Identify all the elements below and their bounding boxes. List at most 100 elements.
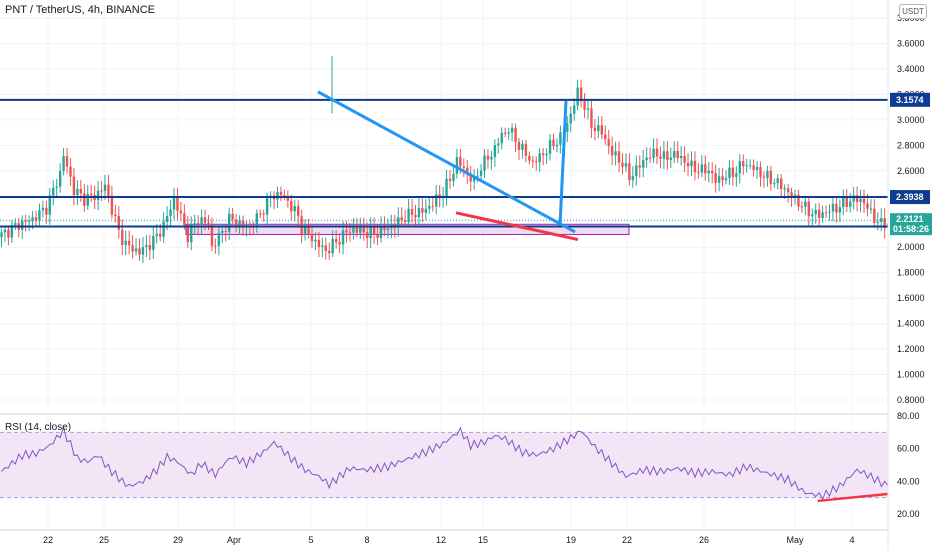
candle-body [638, 165, 641, 168]
candle-body [828, 211, 831, 213]
candle-body [221, 230, 224, 233]
candle-body [838, 207, 842, 213]
candle-body [859, 198, 862, 202]
price-tick-label: 1.4000 [897, 319, 925, 329]
candle-body [131, 245, 134, 252]
price-level-badge-label: 2.3938 [896, 192, 924, 202]
candle-body [541, 153, 545, 156]
candle-body [759, 166, 762, 177]
rsi-tick-label: 80.00 [897, 411, 920, 421]
price-level-badge [890, 92, 930, 107]
candle-body [421, 208, 424, 213]
candle-body [314, 239, 317, 242]
time-axis[interactable]: 22 25 29 Apr 5 8 12 15 19 22 26 May 4 [43, 535, 855, 545]
price-tick-label: 1.6000 [897, 293, 925, 303]
candle-body [34, 217, 38, 221]
candle-body [110, 195, 114, 215]
candle-body [817, 209, 821, 219]
candle-body [469, 173, 472, 182]
candle-body [604, 134, 607, 140]
candle-body [845, 197, 848, 207]
candle-body [524, 143, 528, 156]
candle-body [0, 232, 3, 238]
candle-body [428, 206, 431, 209]
candle-body [297, 206, 300, 217]
candle-body [510, 127, 514, 133]
price-tick-label: 1.0000 [897, 370, 925, 380]
candle-body [186, 224, 189, 243]
candle-body [69, 166, 72, 177]
candle-body [21, 220, 24, 230]
candle-body [172, 197, 176, 210]
candle-body [493, 145, 497, 158]
candle-body [279, 191, 283, 196]
candle-body [704, 164, 707, 174]
candle-body [748, 165, 752, 167]
candle-body [804, 201, 807, 207]
candle-body [359, 227, 362, 233]
candle-body [265, 196, 269, 215]
candle-body [86, 194, 89, 206]
candle-body [283, 195, 286, 197]
candle-body [697, 172, 700, 174]
candle-body [711, 170, 714, 174]
candle-body [607, 139, 610, 147]
candle-body [538, 153, 541, 163]
candle-body [397, 217, 400, 228]
candle-body [231, 213, 234, 220]
candle-body [169, 209, 172, 217]
candle-body [621, 162, 624, 167]
candle-body [752, 165, 755, 170]
descending-trendline [317, 90, 576, 234]
drawings [0, 90, 888, 242]
candle-body [773, 183, 776, 185]
price-tick-label: 1.2000 [897, 344, 925, 354]
time-tick-label: 8 [364, 535, 369, 545]
candle-body [162, 221, 165, 237]
candle-body [362, 227, 365, 233]
rsi-label: RSI (14, close) [5, 422, 72, 433]
candle-body [514, 127, 517, 142]
candle-body [200, 217, 203, 225]
candle-body [155, 233, 158, 236]
candle-body [624, 163, 628, 167]
candle-body [731, 167, 735, 177]
candle-body [573, 105, 576, 114]
candle-body [566, 123, 569, 132]
price-tick-label: 0.8000 [897, 395, 925, 405]
time-tick-label: 12 [436, 535, 446, 545]
candle-body [241, 220, 245, 227]
time-tick-label: 26 [699, 535, 709, 545]
price-level-badge-label: 3.1574 [896, 95, 924, 105]
candle-body [786, 188, 790, 193]
candle-body [555, 144, 559, 147]
candle-body [400, 217, 403, 221]
time-tick-label: 4 [849, 535, 854, 545]
candle-body [814, 209, 817, 215]
candle-body [455, 157, 459, 174]
price-axis[interactable]: 3.80003.60003.40003.20003.00002.80002.60… [887, 0, 932, 550]
candle-body [583, 101, 586, 110]
candle-body [148, 245, 152, 250]
rsi-tick-label: 60.00 [897, 444, 920, 454]
candle-body [124, 240, 127, 245]
candle-body [103, 184, 107, 191]
time-tick-label: 19 [566, 535, 576, 545]
candle-body [96, 190, 100, 201]
candle-body [176, 197, 179, 211]
currency-button[interactable]: USDT [899, 4, 927, 19]
candle-body [255, 213, 258, 227]
candle-body [724, 178, 728, 181]
time-tick-label: 22 [43, 535, 53, 545]
candle-body [331, 239, 334, 254]
candle-body [866, 203, 869, 209]
candle-body [183, 213, 186, 225]
candle-body [431, 206, 434, 208]
candle-body [83, 193, 86, 206]
candle-body [114, 214, 117, 217]
candle-body [766, 170, 769, 178]
candle-body [410, 208, 414, 215]
candle-body [196, 223, 200, 225]
rsi-tick-label: 40.00 [897, 476, 920, 486]
